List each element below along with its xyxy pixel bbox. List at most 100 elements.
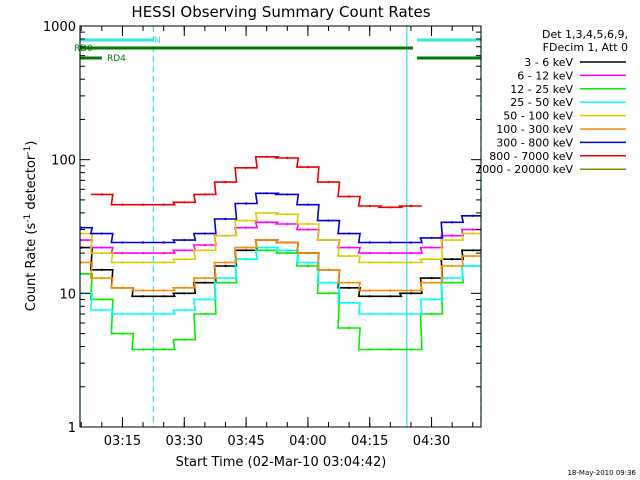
flag-label: N <box>154 36 161 46</box>
flag-label: RD4 <box>107 54 126 64</box>
series-point <box>224 180 227 184</box>
series-point <box>368 348 371 351</box>
x-axis-label: Start Time (02-Mar-10 03:04:42) <box>176 455 387 470</box>
series-point <box>80 272 83 275</box>
y-tick-label: 1 <box>68 421 76 436</box>
series-point <box>286 251 289 255</box>
series-point <box>224 217 227 221</box>
series-point <box>141 295 145 298</box>
series-point <box>162 261 165 264</box>
series-point <box>347 195 351 198</box>
series-line <box>90 156 422 209</box>
series-point <box>409 251 413 255</box>
series-point <box>224 234 227 237</box>
x-tick-label: 03:15 <box>104 434 141 449</box>
series-point <box>162 241 165 244</box>
series-point <box>389 312 392 316</box>
series-point <box>203 312 207 316</box>
legend: Det 1,3,4,5,6,9, FDecim 1, Att 0 3 - 6 k… <box>475 28 628 176</box>
series-point <box>265 249 268 252</box>
series-point <box>471 254 474 258</box>
series-point <box>368 251 371 255</box>
series-point <box>430 312 433 316</box>
legend-label: 25 - 50 keV <box>510 96 573 109</box>
series-point <box>471 228 474 231</box>
series-point <box>162 312 165 316</box>
series-point <box>409 289 413 292</box>
series-point <box>327 238 330 242</box>
series-point <box>121 261 124 264</box>
series-point <box>306 261 310 264</box>
series-point <box>409 348 413 351</box>
series-point <box>265 155 268 158</box>
series-point <box>471 249 474 252</box>
series-point <box>80 261 83 264</box>
series-point <box>347 246 351 249</box>
series-point <box>451 276 454 280</box>
series-point <box>409 241 413 244</box>
legend-label: 3 - 6 keV <box>524 56 573 69</box>
series-point <box>183 308 186 312</box>
plot-area: N RD0 RD4 <box>74 26 482 427</box>
y-label-sup1: -1 <box>23 214 33 223</box>
series-point <box>141 241 145 244</box>
series-point <box>471 214 474 217</box>
legend-label: 50 - 100 keV <box>503 110 573 123</box>
series-point <box>203 281 207 284</box>
series-point <box>306 228 310 231</box>
series-point <box>430 258 433 261</box>
series-point <box>162 203 165 206</box>
series-point <box>100 246 104 249</box>
series-point <box>389 348 392 351</box>
legend-label: 7000 - 20000 keV <box>475 163 573 176</box>
series-point <box>430 246 433 249</box>
series-point <box>286 222 289 226</box>
x-tick-label: 04:30 <box>413 434 450 449</box>
series-point <box>183 249 186 252</box>
y-axis: 1 10 100 1000 <box>43 20 481 436</box>
series-point <box>224 281 227 284</box>
series-point <box>368 241 371 244</box>
series-point <box>451 264 454 268</box>
series-point <box>368 204 371 208</box>
series-point <box>80 232 83 235</box>
series-point <box>347 232 351 235</box>
series-point <box>224 276 227 280</box>
timestamp: 18-May-2010 09:36 <box>567 469 636 477</box>
series-point <box>451 258 454 261</box>
y-label-end: ) <box>24 141 39 146</box>
series-point <box>327 219 330 222</box>
series-point <box>306 251 310 255</box>
y-tick-label: 100 <box>51 154 76 169</box>
series-point <box>100 268 104 271</box>
series-point <box>224 264 227 268</box>
legend-label: 300 - 800 keV <box>496 136 573 149</box>
series-point <box>121 203 124 206</box>
series-point <box>430 281 433 284</box>
y-label-sup2: -1 <box>23 146 33 155</box>
series-point <box>80 238 83 242</box>
x-tick-label: 03:45 <box>227 434 264 449</box>
x-axis: 03:15 03:30 03:45 04:00 04:15 04:30 <box>80 26 474 449</box>
series-point <box>203 276 207 280</box>
series-point <box>183 258 186 261</box>
series-point <box>347 281 351 284</box>
series-point <box>265 238 268 242</box>
series-point <box>451 281 454 284</box>
series-point <box>347 286 351 289</box>
series-point <box>100 193 104 196</box>
series-point <box>183 201 186 204</box>
series-point <box>347 254 351 258</box>
series-point <box>100 308 104 312</box>
series-point <box>100 276 104 280</box>
series-point <box>347 326 351 330</box>
series-point <box>451 238 454 242</box>
series-point <box>286 249 289 252</box>
series-point <box>286 241 289 244</box>
series-point <box>141 312 145 316</box>
series-point <box>244 249 248 252</box>
series-point <box>162 251 165 255</box>
series-point <box>183 238 186 242</box>
series-point <box>162 348 165 351</box>
